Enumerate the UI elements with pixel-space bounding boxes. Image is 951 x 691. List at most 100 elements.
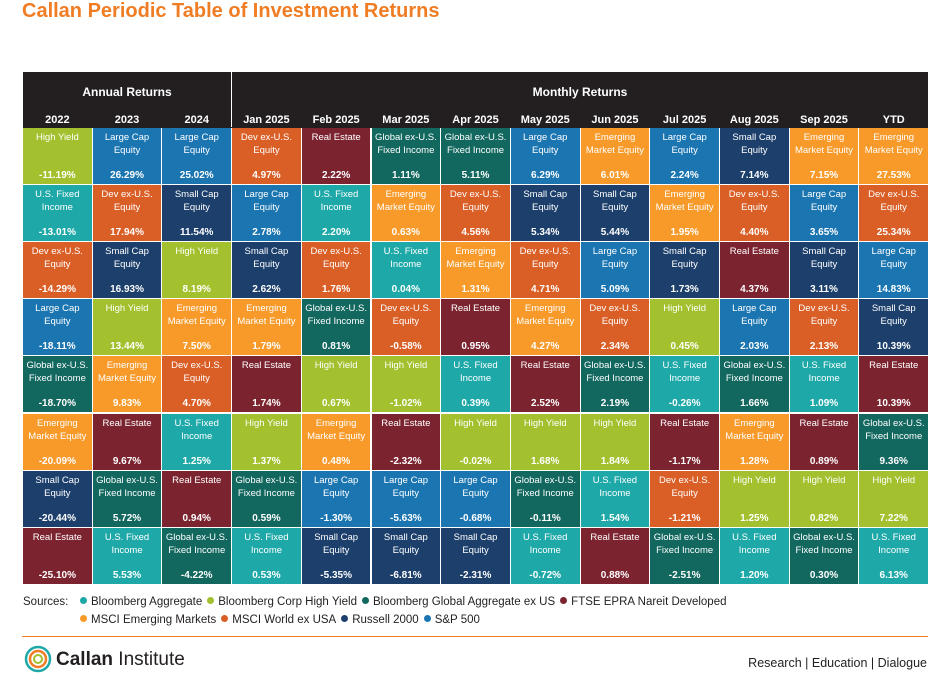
return-value: 2.03% (740, 341, 769, 353)
legend-dot-icon (207, 597, 215, 604)
return-value: 4.71% (531, 284, 560, 296)
asset-class-name: Global ex-U.S. Fixed Income (584, 360, 646, 385)
table-cell: Large Cap Equity 2.03% (720, 299, 789, 356)
return-value: -11.19% (38, 170, 76, 181)
return-value: 1.73% (670, 284, 699, 296)
return-value: 6.29% (531, 170, 560, 181)
table-cell: Emerging Market Equity 7.15% (789, 128, 859, 184)
return-value: 0.67% (321, 398, 351, 410)
asset-class-name: Small Cap Equity (802, 246, 846, 271)
legend-dot-icon (423, 615, 431, 622)
legend-label: S&P 500 (434, 614, 480, 626)
legend-item: S&P 500 (423, 611, 480, 629)
asset-class-name: Large Cap Equity (662, 132, 707, 156)
return-value: -20.44% (38, 512, 76, 524)
asset-class-name: Emerging Market Equity (167, 303, 226, 328)
asset-class-name: Small Cap Equity (593, 189, 637, 214)
legend-row-2: MSCI Emerging Markets MSCI World ex USA Ru… (80, 611, 485, 629)
column-header: 2022 (45, 114, 70, 126)
table-cell: Small Cap Equity -20.44% (23, 470, 92, 527)
return-value: -0.11% (529, 512, 561, 524)
asset-class-name: Small Cap Equity (174, 189, 219, 214)
return-value: 0.04% (391, 284, 421, 296)
table-cell: Real Estate 0.94% (162, 470, 232, 527)
table-cell: High Yield 0.82% (789, 470, 859, 527)
asset-class-name: Dev ex-U.S. Equity (659, 474, 711, 499)
table-cell: U.S. Fixed Income -0.26% (650, 356, 719, 413)
return-value: 9.36% (879, 455, 908, 467)
table-cell: Large Cap Equity -0.68% (441, 470, 510, 527)
return-value: 11.54% (180, 227, 214, 239)
asset-class-name: U.S. Fixed Income (871, 531, 916, 556)
table-cell: High Yield 0.45% (650, 299, 719, 356)
asset-class-name: Global ex-U.S. Fixed Income (374, 132, 437, 156)
asset-class-name: Real Estate (869, 360, 919, 372)
table-cell: Emerging Market Equity 9.83% (92, 356, 162, 413)
asset-class-name: Small Cap Equity (732, 132, 777, 156)
table-cell: Dev ex-U.S. Equity -0.58% (371, 299, 441, 356)
return-value: 1.68% (531, 455, 560, 467)
return-value: 1.66% (740, 398, 769, 410)
legend-dot-icon (80, 597, 87, 604)
footer-divider (22, 636, 928, 637)
table-cell: Emerging Market Equity -20.09% (23, 413, 92, 470)
column-header: Jul 2025 (662, 114, 707, 126)
asset-class-name: Global ex-U.S. Fixed Income (305, 303, 368, 328)
return-value: 0.94% (182, 512, 211, 524)
column-header: Apr 2025 (452, 114, 499, 126)
asset-class-name: High Yield (454, 417, 497, 429)
table-cell: High Yield 1.25% (720, 470, 789, 527)
table-cell: Large Cap Equity 3.65% (789, 185, 859, 242)
table-cell: Global ex-U.S. Fixed Income -4.22% (162, 527, 232, 584)
return-value: 1.31% (461, 284, 490, 296)
table-cell: Emerging Market Equity 6.01% (580, 128, 650, 184)
return-value: 2.19% (600, 398, 630, 410)
table-cell: Emerging Market Equity 4.27% (510, 299, 580, 356)
return-value: -0.72% (529, 569, 562, 581)
asset-class-name: Large Cap Equity (244, 189, 289, 214)
legend-label: Russell 2000 (352, 614, 419, 626)
asset-class-name: U.S. Fixed Income (801, 360, 847, 385)
column-header: Sep 2025 (800, 114, 848, 126)
column-header-row (23, 113, 928, 128)
table-cell: U.S. Fixed Income 1.09% (789, 356, 859, 413)
table-cell: Dev ex-U.S. Equity 2.34% (580, 299, 650, 356)
asset-class-name: Large Cap Equity (453, 474, 498, 499)
return-value: 2.34% (600, 341, 630, 353)
table-cell: Large Cap Equity 26.29% (92, 128, 162, 184)
logo-wordmark-rest: Institute (113, 649, 185, 670)
table-cell: High Yield 1.84% (580, 413, 650, 470)
asset-class-name: Real Estate (799, 417, 849, 429)
asset-class-name: Real Estate (520, 360, 570, 372)
table-cell: Large Cap Equity 14.83% (859, 242, 929, 299)
asset-class-name: Small Cap Equity (105, 246, 149, 271)
asset-class-name: Global ex-U.S. Fixed Income (96, 474, 158, 499)
asset-class-name: Large Cap Equity (174, 132, 219, 156)
table-cell: Large Cap Equity 2.78% (232, 185, 301, 242)
return-value: -18.11% (38, 341, 76, 353)
table-cell: Real Estate 10.39% (859, 356, 929, 413)
asset-class-name: Real Estate (381, 417, 431, 429)
table-cell: Emerging Market Equity 1.79% (232, 299, 301, 356)
table-cell: Global ex-U.S. Fixed Income 9.36% (859, 413, 929, 470)
asset-class-name: High Yield (663, 303, 707, 315)
table-cell: Real Estate 1.74% (232, 356, 301, 413)
table-cell: Real Estate -25.10% (23, 527, 92, 584)
asset-class-name: Large Cap Equity (104, 132, 150, 156)
table-cell: High Yield 1.37% (232, 413, 301, 470)
return-value: 8.19% (182, 284, 211, 296)
asset-class-name: High Yield (175, 246, 219, 258)
table-cell: Emerging Market Equity 1.28% (720, 413, 789, 470)
table-cell: Dev ex-U.S. Equity 4.97% (232, 128, 301, 184)
return-value: 2.62% (252, 284, 281, 296)
table-cell: U.S. Fixed Income -0.72% (510, 527, 580, 584)
return-value: 0.88% (600, 569, 630, 581)
asset-class-name: Dev ex-U.S. Equity (31, 246, 83, 271)
asset-class-name: Emerging Market Equity (725, 417, 784, 442)
return-value: 25.02% (179, 170, 214, 181)
table-cell: Emerging Market Equity 0.48% (301, 413, 371, 470)
asset-class-name: Large Cap Equity (35, 303, 80, 328)
return-value: 7.15% (809, 170, 839, 181)
table-cell: Small Cap Equity 5.34% (510, 185, 580, 242)
return-value: -13.01% (38, 227, 76, 239)
